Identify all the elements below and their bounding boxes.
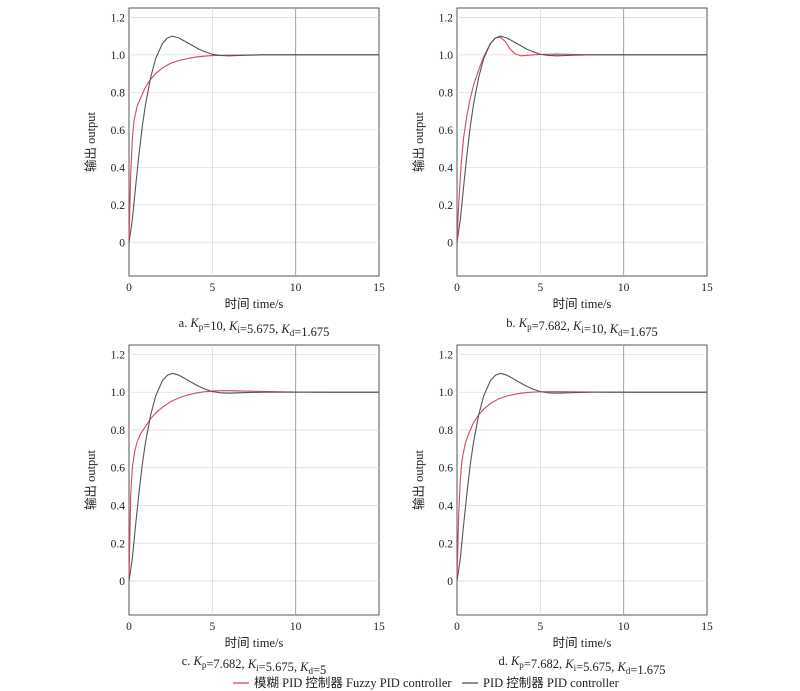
y-tick-label: 1.0	[439, 387, 454, 399]
x-tick-label: 10	[618, 282, 630, 294]
x-tick-label: 15	[373, 282, 385, 294]
y-tick-label: 0.4	[111, 162, 126, 174]
series-fuzzy-pid-line	[128, 390, 379, 582]
x-tick-label: 15	[373, 621, 385, 633]
panel-a: 0 5 10 15 0 0.2 0.4 0.6 0.8 1.0 1.2 时间 time/s 输出 out…	[83, 7, 385, 339]
x-tick-label: 0	[454, 282, 460, 294]
plot-frame	[456, 7, 708, 277]
y-axis-label: 输出 output	[83, 111, 98, 172]
series-pid-line	[456, 372, 707, 582]
y-tick-label: 0.8	[111, 87, 126, 99]
y-axis-label: 输出 output	[83, 449, 98, 510]
series-fuzzy-pid-line	[456, 391, 707, 582]
x-tick-label: 10	[290, 621, 302, 633]
y-tick-label: 1.2	[111, 349, 126, 361]
x-tick-label: 10	[618, 621, 630, 633]
y-tick-label: 1.2	[111, 12, 126, 24]
y-tick-label: 0.8	[439, 425, 454, 437]
y-tick-label: 0.6	[111, 125, 126, 137]
y-tick-label: 0.4	[439, 162, 454, 174]
panel-c: 0 5 10 15 0 0.2 0.4 0.6 0.8 1.0 1.2 时间 time/s 输出 out…	[83, 344, 385, 677]
legend: 模糊 PID 控制器 Fuzzy PID controller PID 控制器 P…	[233, 675, 620, 690]
y-tick-label: 0.2	[111, 200, 126, 212]
y-tick-label: 1.0	[111, 50, 126, 62]
legend-label-fuzzy: 模糊 PID 控制器 Fuzzy PID controller	[254, 675, 452, 690]
y-tick-label: 0.4	[439, 500, 454, 512]
y-tick-label: 0	[447, 576, 453, 588]
plot-frame	[456, 344, 708, 616]
x-tick-label: 10	[290, 282, 302, 294]
y-tick-label: 0.6	[439, 125, 454, 137]
y-tick-label: 1.0	[111, 387, 126, 399]
x-tick-label: 0	[126, 621, 132, 633]
panel-caption: a. Kp=10, Ki=5.675, Kd=1.675	[179, 316, 330, 339]
series-pid-line	[456, 35, 707, 243]
y-tick-label: 0.4	[111, 500, 126, 512]
x-tick-label: 5	[209, 621, 215, 633]
panel-caption: c. Kp=7.682, Ki=5.675, Kd=5	[182, 654, 327, 677]
y-tick-label: 0.8	[111, 425, 126, 437]
x-tick-label: 0	[454, 621, 460, 633]
series-pid-line	[128, 35, 379, 243]
y-tick-label: 0	[447, 237, 453, 249]
panel-caption: d. Kp=7.682, Ki=5.675, Kd=1.675	[498, 654, 665, 677]
x-tick-label: 5	[537, 282, 543, 294]
panel-d: 0 5 10 15 0 0.2 0.4 0.6 0.8 1.0 1.2 时间 time/s 输出 out…	[411, 344, 713, 677]
y-tick-label: 0.2	[111, 538, 126, 550]
plot-frame	[128, 7, 380, 277]
panel-caption: b. Kp=7.682, Ki=10, Kd=1.675	[506, 316, 657, 339]
x-axis-label: 时间 time/s	[553, 636, 612, 650]
x-tick-label: 5	[209, 282, 215, 294]
y-tick-label: 1.2	[439, 12, 454, 24]
y-tick-label: 0	[119, 576, 125, 588]
x-axis-label: 时间 time/s	[225, 636, 284, 650]
legend-label-pid: PID 控制器 PID controller	[483, 676, 620, 690]
y-axis-label: 输出 output	[411, 449, 426, 510]
y-tick-label: 0.8	[439, 87, 454, 99]
x-tick-label: 15	[701, 621, 713, 633]
y-axis-label: 输出 output	[411, 111, 426, 172]
y-tick-label: 0.2	[439, 200, 454, 212]
y-tick-label: 0.2	[439, 538, 454, 550]
plot-frame	[128, 344, 380, 616]
x-tick-label: 5	[537, 621, 543, 633]
x-axis-label: 时间 time/s	[225, 297, 284, 311]
x-axis-label: 时间 time/s	[553, 297, 612, 311]
y-tick-label: 0.6	[111, 463, 126, 475]
x-tick-label: 0	[126, 282, 132, 294]
y-tick-label: 1.0	[439, 50, 454, 62]
y-tick-label: 1.2	[439, 349, 454, 361]
x-tick-label: 15	[701, 282, 713, 294]
series-fuzzy-pid-line	[456, 36, 707, 243]
y-tick-label: 0	[119, 237, 125, 249]
series-pid-line	[128, 372, 379, 582]
panel-b: 0 5 10 15 0 0.2 0.4 0.6 0.8 1.0 1.2 时间 time/s 输出 out…	[411, 7, 713, 339]
y-tick-label: 0.6	[439, 463, 454, 475]
